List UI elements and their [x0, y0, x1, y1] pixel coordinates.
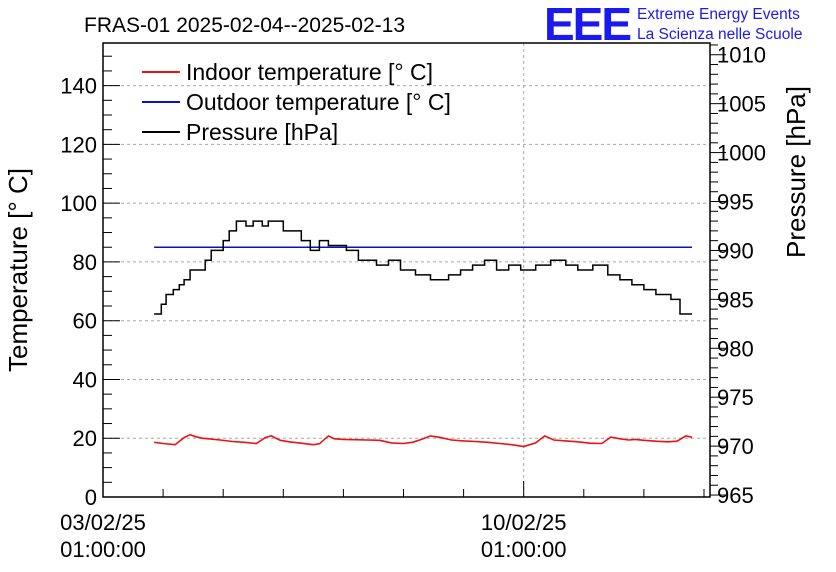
legend: Indoor temperature [° C] Outdoor tempera… — [142, 59, 451, 145]
series-group — [153, 220, 693, 448]
y-left-tick-label: 40 — [73, 367, 97, 392]
x-tick-label-time: 01:00:00 — [481, 537, 567, 562]
y-right-tick-label: 995 — [717, 190, 754, 215]
y-right-tick-label: 1000 — [717, 141, 766, 166]
y-right-tick-label: 965 — [717, 483, 754, 508]
y-right-tick-label: 990 — [717, 238, 754, 263]
legend-entry-pressure: Pressure [hPa] — [186, 119, 338, 145]
logo-line-1: Extreme Energy Events — [637, 6, 800, 23]
eee-logo: EEE Extreme Energy Events La Scienza nel… — [544, 0, 802, 50]
legend-entry-outdoor: Outdoor temperature [° C] — [186, 89, 451, 115]
y-left-tick-label: 0 — [85, 485, 97, 510]
y-right-tick-label: 985 — [717, 287, 754, 312]
y-left-axis-title: Temperature [° C] — [3, 168, 33, 372]
logo-letters: EEE — [544, 0, 630, 50]
y-left-tick-label: 80 — [73, 250, 97, 275]
y-right-tick-label: 970 — [717, 434, 754, 459]
y-right-tick-label: 1005 — [717, 92, 766, 117]
axes-group: 0 20 40 60 80 100 120 140 965 970 975 980 985 990 995 1… — [60, 43, 766, 562]
y-left-tick-label: 60 — [73, 309, 97, 334]
legend-entry-indoor: Indoor temperature [° C] — [186, 59, 433, 85]
series-indoor-temperature — [153, 433, 693, 448]
logo-line-2: La Scienza nelle Scuole — [637, 26, 802, 43]
y-right-tick-label: 1010 — [717, 43, 766, 68]
x-tick-label-date: 10/02/25 — [481, 510, 567, 535]
y-left-tick-label: 120 — [60, 132, 97, 157]
chart-title: FRAS-01 2025-02-04--2025-02-13 — [84, 14, 405, 37]
y-left-tick-label: 100 — [60, 191, 97, 216]
y-left-tick-label: 20 — [73, 426, 97, 451]
series-pressure — [154, 220, 692, 315]
y-right-axis-title: Pressure [hPa] — [781, 86, 811, 258]
x-tick-label-date: 03/02/25 — [60, 510, 146, 535]
y-right-tick-label: 975 — [717, 385, 754, 410]
y-left-tick-label: 140 — [60, 74, 97, 99]
x-tick-label-time: 01:00:00 — [60, 537, 146, 562]
y-right-tick-label: 980 — [717, 336, 754, 361]
